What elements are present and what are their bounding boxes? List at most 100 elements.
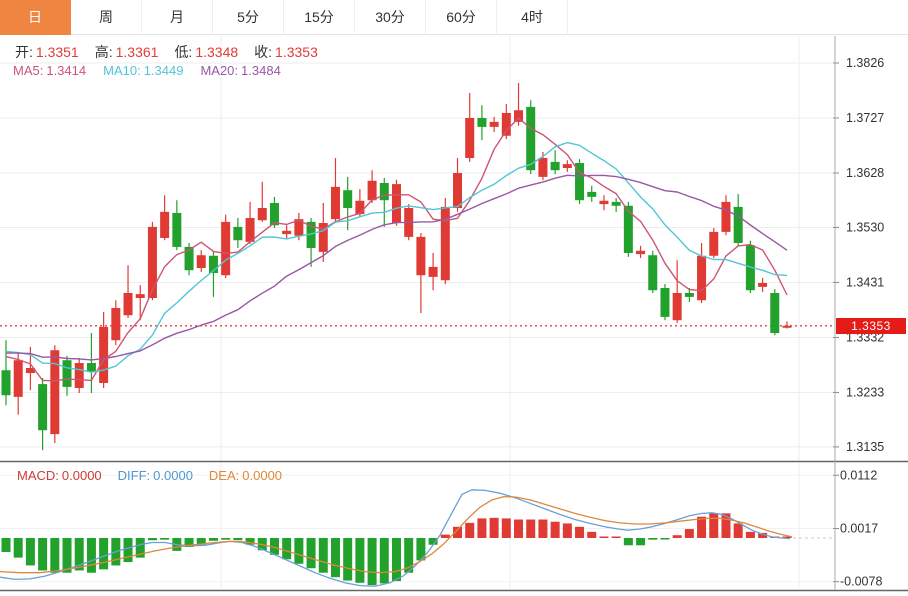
macd-bar[interactable] (391, 538, 401, 582)
candlestick[interactable] (343, 176, 353, 231)
macd-bar[interactable] (233, 538, 243, 541)
macd-bar[interactable] (379, 538, 389, 584)
tab-60min[interactable]: 60分 (426, 0, 497, 35)
tab-15min[interactable]: 15分 (284, 0, 355, 35)
candlestick[interactable] (135, 285, 145, 321)
macd-bar[interactable] (465, 522, 475, 538)
candlestick[interactable] (318, 203, 328, 262)
candlestick[interactable] (697, 243, 707, 304)
macd-bar[interactable] (1, 538, 11, 552)
candlestick[interactable] (245, 201, 255, 245)
macd-bar[interactable] (501, 518, 511, 538)
macd-bar[interactable] (611, 536, 621, 539)
candlestick[interactable] (172, 200, 182, 251)
candlestick[interactable] (489, 116, 499, 132)
macd-bar[interactable] (440, 534, 450, 538)
candlestick[interactable] (684, 288, 694, 302)
candlestick[interactable] (221, 214, 231, 279)
macd-bar[interactable] (404, 538, 414, 573)
candlestick[interactable] (123, 265, 133, 319)
macd-bar[interactable] (514, 519, 524, 538)
macd-bar[interactable] (745, 531, 755, 538)
macd-bar[interactable] (636, 538, 646, 546)
candlestick[interactable] (587, 185, 597, 202)
macd-bar[interactable] (294, 538, 304, 564)
macd-bar[interactable] (160, 538, 170, 540)
macd-bar[interactable] (599, 536, 609, 539)
macd-bar[interactable] (550, 521, 560, 538)
candlestick[interactable] (758, 278, 768, 292)
tab-30min[interactable]: 30分 (355, 0, 426, 35)
candlestick[interactable] (428, 253, 438, 291)
candlestick[interactable] (50, 345, 60, 444)
macd-bar[interactable] (575, 526, 585, 538)
candlestick[interactable] (477, 105, 487, 141)
candlestick[interactable] (562, 160, 572, 172)
candlestick[interactable] (99, 311, 109, 389)
macd-bar[interactable] (782, 536, 792, 539)
candlestick[interactable] (391, 179, 401, 226)
macd-bar[interactable] (709, 513, 719, 538)
macd-bar[interactable] (13, 538, 23, 558)
macd-bar[interactable] (62, 538, 72, 573)
macd-bar[interactable] (721, 513, 731, 538)
macd-bar[interactable] (50, 538, 60, 573)
candlestick[interactable] (62, 355, 72, 396)
candlestick[interactable] (379, 178, 389, 227)
macd-bar[interactable] (25, 538, 35, 566)
candlestick[interactable] (721, 195, 731, 236)
candlestick[interactable] (636, 245, 646, 259)
candlestick[interactable] (514, 83, 524, 126)
candlestick[interactable] (440, 198, 450, 285)
candlestick[interactable] (526, 100, 536, 175)
candlestick[interactable] (672, 260, 682, 324)
candlestick[interactable] (575, 159, 585, 205)
candlestick[interactable] (111, 300, 121, 346)
macd-bar[interactable] (587, 531, 597, 538)
macd-bar[interactable] (208, 538, 218, 541)
candlestick[interactable] (147, 221, 157, 301)
candlestick[interactable] (599, 195, 609, 211)
candlestick[interactable] (86, 333, 96, 394)
candlestick[interactable] (416, 233, 426, 314)
macd-bar[interactable] (648, 538, 658, 540)
candlestick[interactable] (550, 150, 560, 175)
macd-bar[interactable] (196, 538, 206, 545)
macd-bar[interactable] (453, 526, 463, 538)
macd-bar[interactable] (660, 538, 670, 540)
candlestick[interactable] (782, 321, 792, 329)
macd-bar[interactable] (367, 538, 377, 586)
candlestick[interactable] (38, 378, 48, 451)
candlestick[interactable] (208, 251, 218, 297)
macd-bar[interactable] (623, 538, 633, 546)
candlestick[interactable] (355, 189, 365, 217)
macd-bar[interactable] (428, 538, 438, 545)
candlestick[interactable] (770, 289, 780, 336)
candlestick[interactable] (13, 353, 23, 415)
candlestick[interactable] (709, 228, 719, 259)
macd-bar[interactable] (135, 538, 145, 558)
candlestick[interactable] (648, 250, 658, 294)
macd-bar[interactable] (221, 538, 231, 540)
macd-bar[interactable] (538, 519, 548, 538)
candlestick[interactable] (367, 170, 377, 204)
macd-bar[interactable] (672, 535, 682, 538)
candlestick[interactable] (465, 93, 475, 162)
macd-bar[interactable] (330, 538, 340, 578)
macd-bar[interactable] (562, 523, 572, 538)
candlestick[interactable] (611, 198, 621, 212)
macd-bar[interactable] (526, 519, 536, 538)
macd-bar[interactable] (184, 538, 194, 547)
candlestick[interactable] (282, 225, 292, 239)
candlestick[interactable] (74, 358, 84, 394)
tab-4hour[interactable]: 4时 (497, 0, 568, 35)
macd-bar[interactable] (74, 538, 84, 571)
macd-bar[interactable] (684, 529, 694, 538)
macd-bar[interactable] (38, 538, 48, 571)
candlestick[interactable] (257, 181, 267, 222)
tab-5min[interactable]: 5分 (213, 0, 284, 35)
macd-bar[interactable] (343, 538, 353, 581)
macd-bar[interactable] (489, 517, 499, 538)
candlestick[interactable] (733, 194, 743, 246)
macd-bar[interactable] (697, 516, 707, 538)
